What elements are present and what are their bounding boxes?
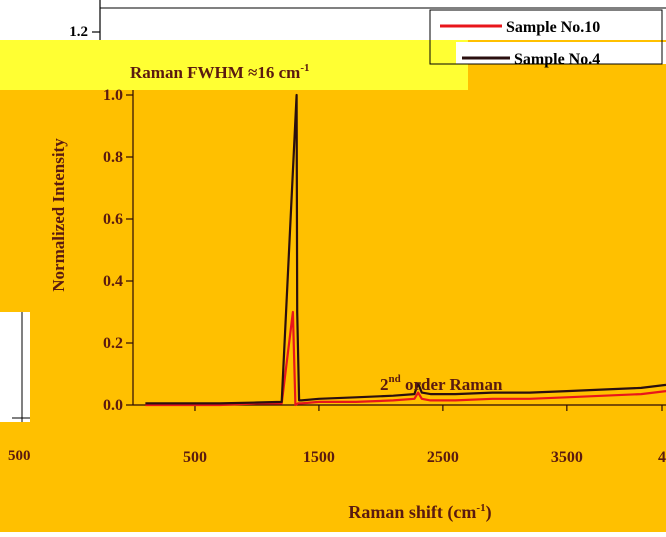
series-line-sample-no-10: [145, 310, 666, 407]
annotation-band: [0, 40, 468, 90]
panel-main-fill: [0, 90, 666, 532]
x-tick-label-left-fragment: 500: [8, 448, 31, 464]
fwhm-annotation: Raman FWHM ≈16 cm-1: [130, 62, 310, 82]
x-tick-label: 500: [183, 449, 207, 466]
y-tick-label: 0.2: [103, 335, 123, 352]
x-tick-label: 2500: [427, 449, 459, 466]
plot-panel: [0, 40, 666, 532]
x-tick-label: 4: [658, 449, 666, 466]
y-axis-label: Normalized Intensity: [49, 138, 68, 292]
series-layer: [145, 93, 666, 407]
second-order-suffix: order Raman: [401, 375, 503, 394]
top-frame: 1.2: [69, 0, 666, 40]
x-tick-label: 3500: [551, 449, 583, 466]
x-tick-label: 1500: [303, 449, 335, 466]
x-axis-label-main: Raman shift (cm: [348, 502, 476, 523]
series-line-sample-no-4: [145, 93, 666, 405]
legend: Sample No.10 Sample No.4: [429, 9, 663, 68]
y-tick-label: 1.0: [103, 87, 123, 104]
y-tick-label-top: 1.2: [69, 24, 88, 40]
fwhm-annotation-sup: -1: [300, 62, 309, 74]
y-tick-label: 0.8: [103, 149, 123, 166]
legend-box: [429, 9, 663, 65]
legend-label-sample-10: Sample No.10: [506, 19, 600, 36]
x-axis-label: Raman shift (cm-1): [348, 502, 491, 523]
second-order-annotation: 2nd order Raman: [380, 373, 503, 394]
left-inset-bg: [0, 312, 30, 422]
legend-label-sample-4: Sample No.4: [514, 51, 600, 68]
second-order-sup: nd: [389, 373, 401, 385]
y-tick-label: 0.6: [103, 211, 123, 228]
y-ticks: 0.0 0.2 0.4 0.6 0.8 1.0: [103, 87, 133, 414]
second-order-prefix: 2: [380, 375, 389, 394]
y-tick-label: 0.0: [103, 397, 123, 414]
x-ticks: 500 1500 2500 3500 4: [183, 405, 666, 466]
x-axis-label-close: ): [486, 502, 492, 523]
x-axis-label-sup: -1: [476, 502, 485, 514]
y-tick-label: 0.4: [103, 273, 123, 290]
fwhm-annotation-text: Raman FWHM ≈16 cm: [130, 63, 300, 82]
